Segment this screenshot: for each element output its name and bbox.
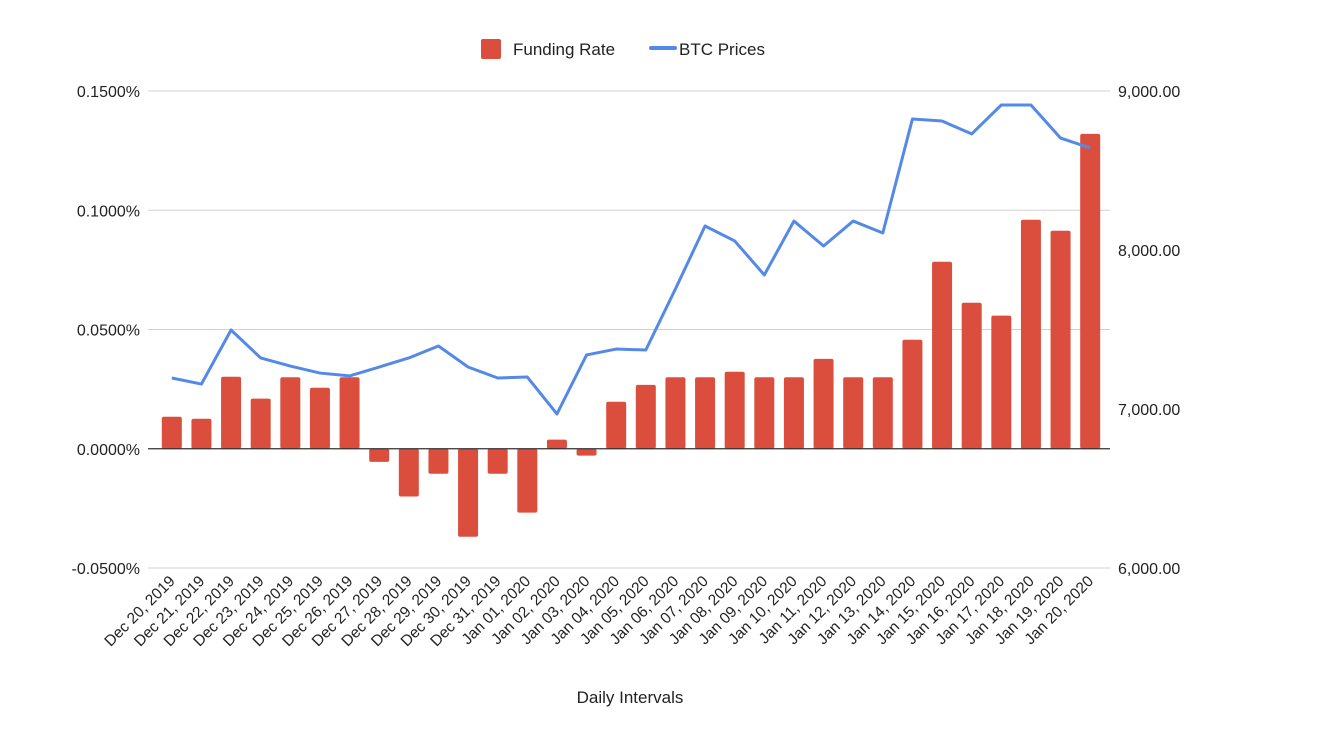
bar-funding-rate [961, 302, 982, 449]
bar-funding-rate [1080, 133, 1101, 449]
bar-funding-rate [191, 418, 212, 449]
bar-funding-rate [458, 448, 479, 537]
line-btc-prices [171, 103, 1091, 416]
legend-label-funding-rate: Funding Rate [513, 40, 615, 59]
right-tick-label: 9,000.00 [1118, 84, 1180, 101]
bar-funding-rate [991, 315, 1012, 449]
bar-funding-rate [398, 448, 419, 497]
left-tick-label: 0.1000% [77, 203, 140, 220]
legend-swatch-funding-rate [481, 39, 501, 59]
bar-funding-rate [546, 439, 567, 449]
bar-funding-rate [487, 448, 508, 474]
bar-funding-rate [724, 371, 745, 449]
bar-funding-rate [1020, 219, 1041, 449]
right-tick-label: 6,000.00 [1118, 561, 1180, 578]
bar-funding-rate [695, 377, 716, 449]
left-tick-label: 0.0500% [77, 323, 140, 340]
bar-funding-rate [932, 261, 953, 449]
bar-funding-rate [1050, 230, 1071, 449]
legend-label-btc-prices: BTC Prices [679, 40, 765, 59]
left-tick-label: 0.1500% [77, 84, 140, 101]
left-tick-label: 0.0000% [77, 442, 140, 459]
bar-funding-rate [339, 377, 360, 449]
bar-funding-rate [665, 377, 686, 449]
bar-funding-rate [280, 377, 301, 449]
bar-funding-rate [161, 416, 182, 449]
bar-funding-rate [635, 384, 656, 449]
bar-funding-rate [369, 448, 390, 462]
bar-funding-rate [250, 398, 271, 449]
legend: Funding Rate BTC Prices [481, 39, 765, 59]
bar-funding-rate [309, 387, 330, 449]
bar-funding-rate [902, 339, 923, 449]
bar-funding-rate [783, 377, 804, 449]
right-tick-label: 8,000.00 [1118, 243, 1180, 260]
bar-funding-rate [813, 358, 834, 449]
bar-funding-rate [754, 377, 775, 449]
bar-funding-rate [872, 377, 893, 449]
bar-funding-rate [843, 377, 864, 449]
bar-funding-rate [221, 376, 242, 449]
x-axis-title: Daily Intervals [577, 688, 684, 707]
bar-funding-rate [428, 448, 449, 474]
bar-funding-rate [606, 401, 627, 449]
bar-funding-rate [576, 448, 597, 456]
right-tick-label: 7,000.00 [1118, 402, 1180, 419]
left-tick-label: -0.0500% [72, 561, 141, 578]
bar-funding-rate [517, 448, 538, 513]
